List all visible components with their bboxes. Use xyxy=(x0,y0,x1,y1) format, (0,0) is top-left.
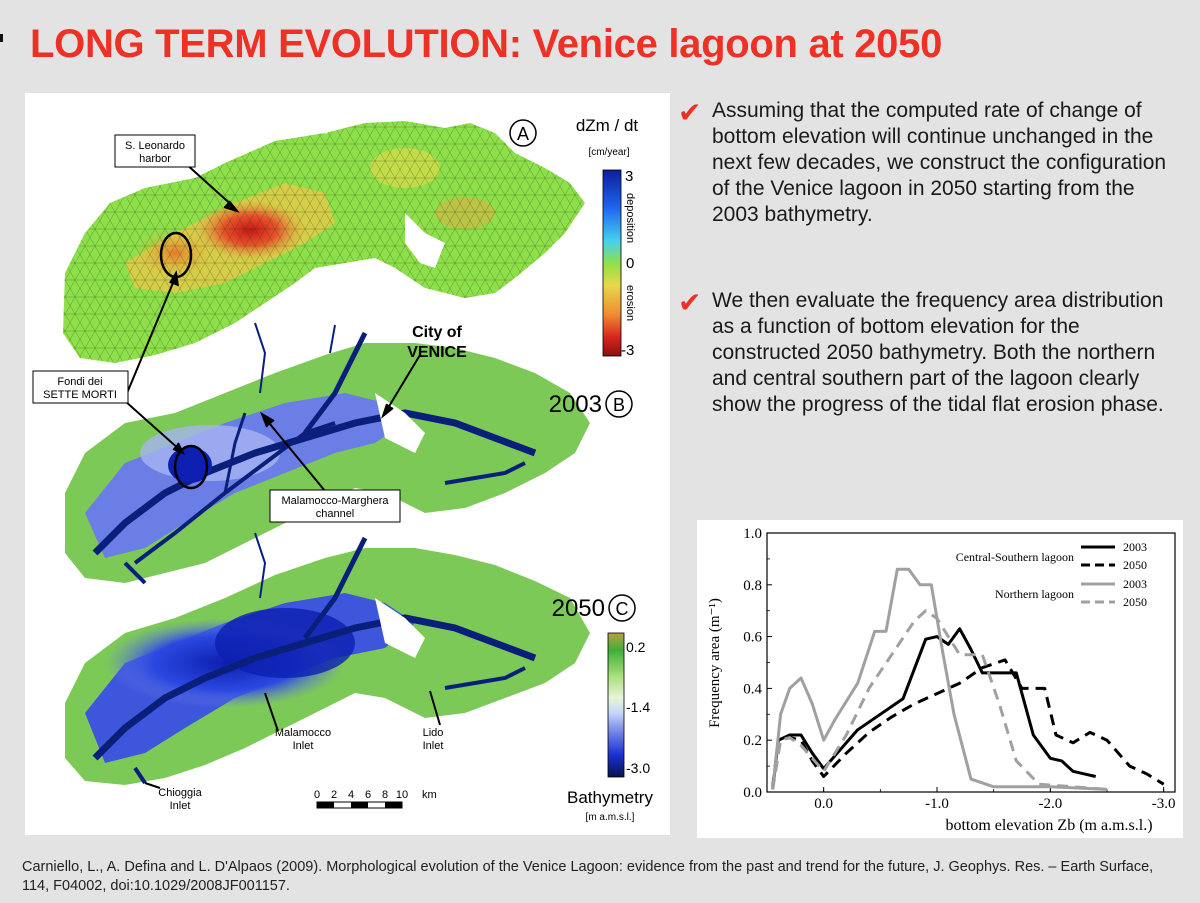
legend-entry-label: 2050 xyxy=(1123,558,1147,572)
scalebar-tick-8: 8 xyxy=(382,789,388,801)
city-label-line2: VENICE xyxy=(407,344,467,361)
map-b-bathymetry-2003 xyxy=(65,322,590,585)
slide-edge-mark xyxy=(0,34,3,42)
scalebar-tick-2: 2 xyxy=(331,789,337,801)
y-tick-label: 0.4 xyxy=(743,681,762,697)
lagoon-map-svg: S. Leonardo harbor Fondi dei SETTE MORTI… xyxy=(32,116,653,823)
panel-a-letter: A xyxy=(517,124,529,144)
scalebar-unit: km xyxy=(422,789,437,801)
chart-xlabel: bottom elevation Zb (m a.m.s.l.) xyxy=(945,817,1152,834)
legend-entry-label: 2050 xyxy=(1123,595,1147,609)
bathy-tick-bottom: -3.0 xyxy=(626,760,650,776)
y-tick-label: 0.2 xyxy=(743,733,762,749)
panel-a-circle xyxy=(509,119,537,147)
panel-c-circle xyxy=(608,594,636,622)
map-a-rate xyxy=(63,119,585,363)
annotation-arrows xyxy=(124,162,441,789)
legend-entry-label: 2003 xyxy=(1123,577,1147,591)
series-line-central-southern-2003 xyxy=(771,627,1097,790)
city-label-line1: City of xyxy=(412,324,462,341)
bullet-2-text: We then evaluate the frequency area dist… xyxy=(712,289,1164,416)
lido-inlet-line2: Inlet xyxy=(423,740,444,752)
map-c-bathymetry-2050 xyxy=(65,532,590,785)
rate-unit: [cm/year] xyxy=(588,147,629,158)
y-tick-label: 0.6 xyxy=(743,630,762,646)
check-icon: ✔ xyxy=(678,286,702,319)
leonardo-label-line2: harbor xyxy=(139,153,171,165)
rate-tick-mid: 0 xyxy=(626,255,634,272)
chioggia-inlet-line2: Inlet xyxy=(170,800,191,812)
series-line-northern-2050 xyxy=(771,609,1108,791)
bullet-1-text: Assuming that the computed rate of chang… xyxy=(712,99,1167,226)
check-icon: ✔ xyxy=(678,96,702,129)
map-scalebar: 0 2 4 6 8 10 km xyxy=(314,789,437,809)
chart-ylabel: Frequency area (m⁻¹) xyxy=(707,598,723,728)
legend-entry-label: 2003 xyxy=(1123,540,1147,554)
lido-inlet-line1: Lido xyxy=(423,727,444,739)
fondi-label-line1: Fondi dei xyxy=(57,376,102,388)
scalebar-tick-6: 6 xyxy=(365,789,371,801)
fondi-label-box xyxy=(32,370,129,404)
malamocco-inlet-line2: Inlet xyxy=(293,740,314,752)
rate-tick-bottom: -3 xyxy=(621,342,634,359)
leonardo-label-box xyxy=(114,134,196,168)
frequency-area-chart: 0.0 0.2 0.4 0.6 0.8 1.0 0.0 -1.0 -2.0 -3.0 Centra… xyxy=(697,520,1183,838)
bathymetry-title: Bathymetry xyxy=(567,788,653,807)
y-tick-label: 0.0 xyxy=(743,785,762,801)
malamocco-inlet-line1: Malamocco xyxy=(275,727,331,739)
malamocco-channel-line1: Malamocco-Marghera xyxy=(282,495,390,507)
rate-label: dZm / dt xyxy=(576,116,639,135)
x-tick-label: -2.0 xyxy=(1038,796,1062,812)
chioggia-inlet-line1: Chioggia xyxy=(158,787,202,799)
bathy-tick-top: 0.2 xyxy=(626,639,646,655)
citation: Carniello, L., A. Defina and L. D'Alpaos… xyxy=(22,859,1154,894)
year-2050-label: 2050 xyxy=(552,595,605,622)
rate-tick-top: 3 xyxy=(625,168,633,185)
frequency-chart-svg: 0.0 0.2 0.4 0.6 0.8 1.0 0.0 -1.0 -2.0 -3.0 Centra… xyxy=(707,526,1176,834)
legend-group-label: Northern lagoon xyxy=(995,587,1074,601)
scalebar-tick-4: 4 xyxy=(348,789,354,801)
y-tick-label: 1.0 xyxy=(743,526,762,542)
year-2003-label: 2003 xyxy=(549,391,602,418)
bathy-tick-mid: -1.4 xyxy=(626,699,650,715)
lagoon-map-figure: S. Leonardo harbor Fondi dei SETTE MORTI… xyxy=(25,93,670,835)
panel-b-circle xyxy=(605,390,633,418)
series-line-northern-2003 xyxy=(771,567,1108,791)
panel-b-letter: B xyxy=(613,395,625,415)
leonardo-label-line1: S. Leonardo xyxy=(125,140,185,152)
bathymetry-colorbar xyxy=(607,632,625,778)
series-line-central-southern-2050 xyxy=(771,658,1165,787)
y-tick-label: 0.8 xyxy=(743,578,762,594)
panel-c-letter: C xyxy=(616,599,629,619)
sette-morti-circle-b xyxy=(173,444,209,490)
fondi-label-line2: SETTE MORTI xyxy=(43,389,117,401)
scalebar-tick-10: 10 xyxy=(396,789,408,801)
legend-group-label: Central-Southern lagoon xyxy=(956,550,1074,564)
x-tick-label: -3.0 xyxy=(1152,796,1176,812)
slide-title: LONG TERM EVOLUTION: Venice lagoon at 20… xyxy=(30,22,943,66)
erosion-label: erosion xyxy=(624,285,636,321)
plot-frame xyxy=(766,532,1176,793)
malamocco-channel-line2: channel xyxy=(316,508,355,520)
bathymetry-unit: [m a.m.s.l.] xyxy=(586,812,635,823)
x-tick-label: 0.0 xyxy=(814,796,833,812)
scalebar-tick-0: 0 xyxy=(314,789,320,801)
x-tick-label: -1.0 xyxy=(925,796,949,812)
deposition-label: deposition xyxy=(624,193,636,243)
malamocco-channel-box xyxy=(269,489,401,523)
rate-colorbar xyxy=(602,169,622,357)
